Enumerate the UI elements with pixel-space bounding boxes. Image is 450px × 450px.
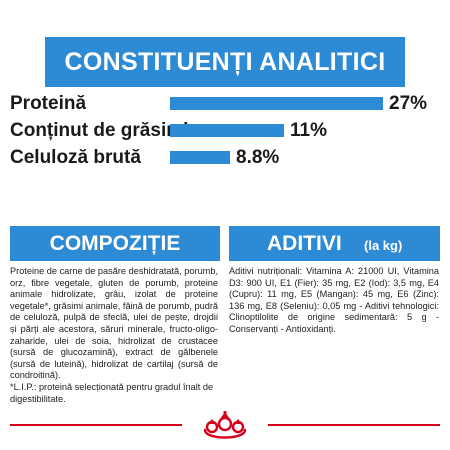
footer-line-right (268, 424, 440, 426)
analytics-title: CONSTITUENȚI ANALITICI (64, 48, 386, 76)
protein-label: Proteină (10, 93, 87, 114)
additives-unit: (la kg) (364, 238, 403, 253)
protein-value: 27% (389, 93, 428, 114)
additives-title: ADITIVI (267, 232, 342, 255)
composition-title: COMPOZIȚIE (49, 232, 181, 255)
additives-text: Aditivi nutriționali: Vitamina A: 21000 … (229, 266, 439, 334)
composition-footnote: *L.I.P.: proteină selecționată pentru gr… (10, 381, 214, 404)
royal-canin-crown-icon (203, 410, 247, 439)
fiber-value: 8.8% (236, 147, 280, 168)
additives-banner: ADITIVI (la kg) (229, 226, 440, 261)
protein-bar (170, 97, 383, 110)
footer-line-left (10, 424, 182, 426)
fat-bar (170, 124, 284, 137)
composition-text-block: Proteine de carne de pasăre deshidratată… (10, 266, 218, 405)
composition-text: Proteine de carne de pasăre deshidratată… (10, 266, 218, 381)
analytics-banner: CONSTITUENȚI ANALITICI (45, 37, 405, 87)
fat-label: Conținut de grăsimi (10, 120, 189, 141)
additives-text-block: Aditivi nutriționali: Vitamina A: 21000 … (229, 266, 439, 336)
fat-value: 11% (290, 120, 327, 141)
fiber-label: Celuloză brută (10, 147, 141, 168)
composition-banner: COMPOZIȚIE (10, 226, 220, 261)
fiber-bar (170, 151, 230, 164)
